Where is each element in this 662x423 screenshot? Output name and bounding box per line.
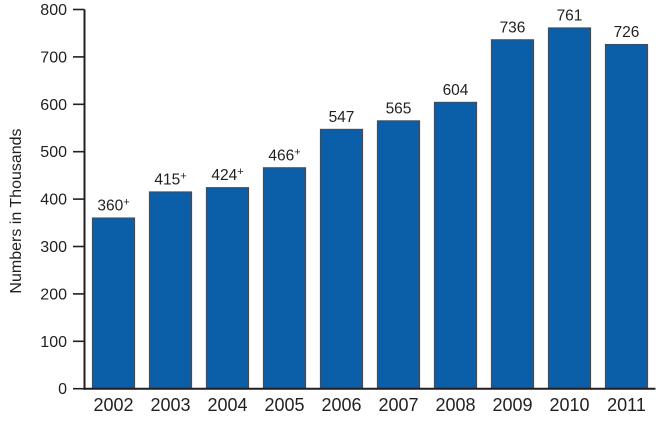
- bar-value-label-2010: 761: [557, 7, 583, 24]
- x-tick-label-2007: 2007: [378, 395, 418, 415]
- bar-value-label-2006: 547: [329, 109, 355, 126]
- x-tick-label-2010: 2010: [549, 395, 589, 415]
- bar-2004: [205, 187, 250, 390]
- bar-2008: [433, 101, 478, 390]
- y-tick-label-700: 700: [40, 49, 67, 66]
- bar-value-label-2009: 736: [500, 19, 526, 36]
- y-tick-label-600: 600: [40, 97, 67, 114]
- y-tick-label-800: 800: [40, 2, 67, 19]
- y-tick-label-100: 100: [40, 334, 67, 351]
- bar-value-label-2011: 726: [614, 24, 640, 41]
- y-tick-label-400: 400: [40, 192, 67, 209]
- x-tick-label-2011: 2011: [607, 395, 646, 415]
- x-tick-label-2005: 2005: [264, 395, 304, 415]
- superscript-plus-2005: +: [294, 146, 300, 158]
- bar-2003: [148, 191, 193, 390]
- x-tick-label-2006: 2006: [321, 395, 361, 415]
- bar-value-label-2005: 466+: [268, 146, 300, 164]
- bar-2007: [376, 120, 421, 390]
- y-tick-label-300: 300: [40, 239, 67, 256]
- y-tick-label-500: 500: [40, 144, 67, 161]
- y-tick-label-200: 200: [40, 286, 67, 303]
- bar-2006: [319, 128, 364, 390]
- bar-2011: [604, 43, 649, 390]
- y-axis-title: Numbers in Thousands: [8, 128, 25, 294]
- x-tick-label-2003: 2003: [150, 395, 190, 415]
- superscript-plus-2002: +: [123, 197, 129, 209]
- superscript-plus-2003: +: [180, 170, 186, 182]
- bar-value-label-2004: 424+: [211, 166, 243, 184]
- x-tick-label-2009: 2009: [492, 395, 532, 415]
- bar-value-label-2003: 415+: [154, 170, 186, 188]
- x-tick-label-2004: 2004: [207, 395, 247, 415]
- bar-2009: [490, 39, 535, 390]
- superscript-plus-2004: +: [237, 166, 243, 178]
- x-tick-label-2002: 2002: [93, 395, 133, 415]
- bar-value-label-2008: 604: [443, 82, 469, 99]
- bar-2010: [547, 27, 592, 390]
- bar-2002: [91, 217, 136, 390]
- x-tick-label-2008: 2008: [435, 395, 475, 415]
- y-tick-label-0: 0: [58, 381, 67, 398]
- bar-value-label-2007: 565: [386, 100, 412, 117]
- bar-2005: [262, 167, 307, 390]
- bar-value-label-2002: 360+: [97, 197, 129, 215]
